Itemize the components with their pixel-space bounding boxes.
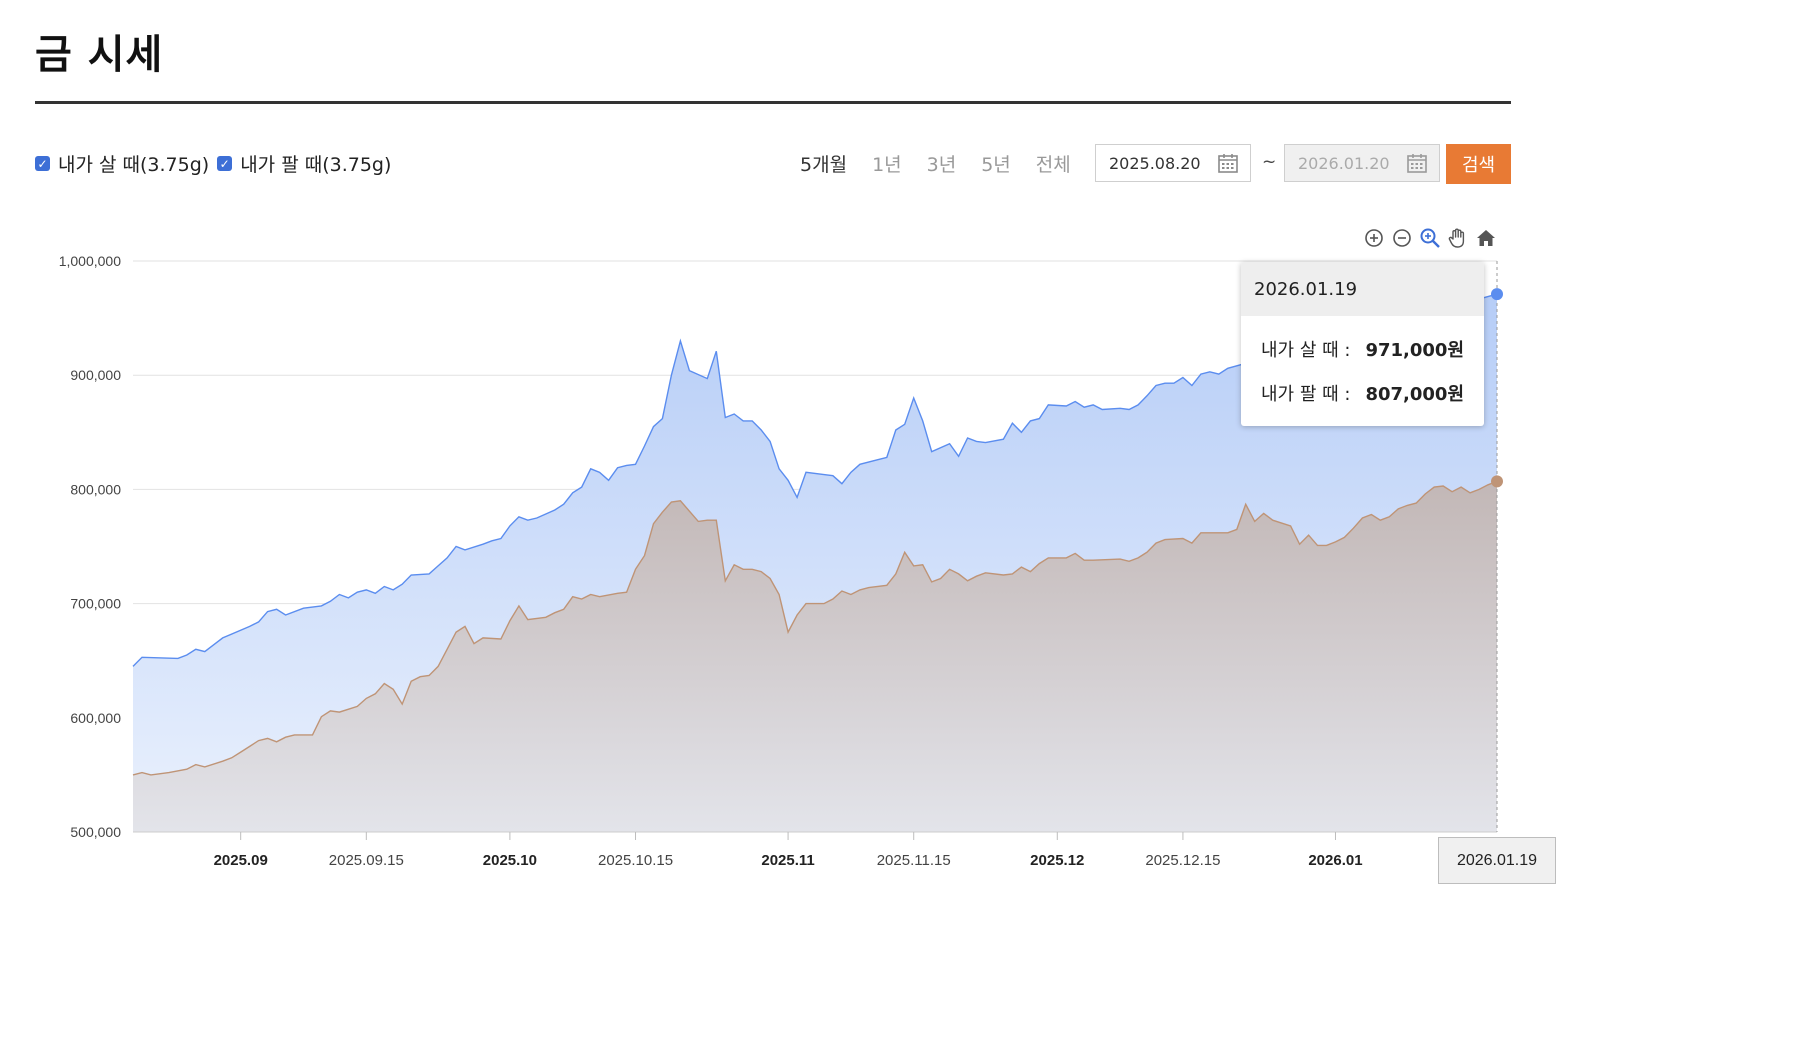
x-tick-label: 2025.11.15 <box>877 852 951 869</box>
price-chart: 500,000 600,000 700,000 800,000 900,000 1,000… <box>59 253 1503 869</box>
y-axis-ticks: 500,000 600,000 700,000 800,000 900,000 1,000… <box>59 253 122 840</box>
tooltip-date: 2026.01.19 <box>1241 262 1484 316</box>
series-end-marker-sell <box>1491 475 1503 488</box>
x-axis: 2025.09 2025.09.15 2025.10 2025.10.15 2025.1… <box>133 831 1497 869</box>
legend-buy-toggle[interactable]: ✓ 내가 살 때(3.75g) <box>35 150 209 177</box>
tooltip-buy-label: 내가 살 때 : <box>1261 340 1351 361</box>
start-date-value: 2025.08.20 <box>1109 153 1201 173</box>
x-tick-label: 2026.01 <box>1308 852 1362 869</box>
x-tick-label: 2025.10.15 <box>598 852 673 869</box>
tab-all[interactable]: 전체 <box>1035 154 1071 176</box>
home-icon[interactable] <box>1472 225 1500 251</box>
y-tick-label: 900,000 <box>70 367 121 383</box>
x-tick-label: 2025.09 <box>214 852 268 869</box>
title-divider <box>35 101 1511 104</box>
tooltip-row-buy: 내가 살 때 : 971,000원 <box>1241 336 1484 362</box>
x-tick-label: 2025.12.15 <box>1145 852 1220 869</box>
tab-5-years[interactable]: 5년 <box>981 154 1011 176</box>
checkbox-checked-icon[interactable]: ✓ <box>35 156 50 171</box>
series-area-sell <box>133 481 1497 832</box>
end-date-value: 2026.01.20 <box>1298 153 1390 173</box>
end-date-field[interactable]: 2026.01.20 <box>1284 144 1440 182</box>
legend-buy-label: 내가 살 때(3.75g) <box>58 154 210 176</box>
series-areas <box>132 293 1498 833</box>
start-date-field[interactable]: 2025.08.20 <box>1095 144 1251 182</box>
legend-sell-label: 내가 팔 때(3.75g) <box>240 154 392 176</box>
period-tabs: 5개월 1년 3년 5년 전체 <box>800 150 1096 177</box>
tab-3-years[interactable]: 3년 <box>926 154 957 176</box>
tooltip-buy-value: 971,000원 <box>1365 340 1464 361</box>
tooltip-sell-label: 내가 팔 때 : <box>1261 384 1351 405</box>
chart-tooltip: 2026.01.19 내가 살 때 : 971,000원 내가 팔 때 : 80… <box>1241 262 1484 426</box>
zoom-out-icon[interactable] <box>1388 225 1416 251</box>
tab-1-year[interactable]: 1년 <box>872 154 902 176</box>
y-tick-label: 700,000 <box>70 596 121 612</box>
pan-hand-icon[interactable] <box>1444 225 1472 251</box>
x-tick-label: 2025.09.15 <box>329 852 404 869</box>
crosshair-date-label: 2026.01.19 <box>1438 837 1556 884</box>
legend-sell-toggle[interactable]: ✓ 내가 팔 때(3.75g) <box>217 150 391 177</box>
checkbox-checked-icon[interactable]: ✓ <box>217 156 233 171</box>
tab-5-months[interactable]: 5개월 <box>800 154 848 176</box>
y-tick-label: 800,000 <box>70 481 121 497</box>
search-button[interactable]: 검색 <box>1446 144 1511 184</box>
x-tick-label: 2025.12 <box>1030 852 1084 869</box>
zoom-in-icon[interactable] <box>1360 225 1388 251</box>
calendar-icon[interactable] <box>1218 153 1238 173</box>
series-end-marker-buy <box>1491 288 1503 301</box>
tooltip-row-sell: 내가 팔 때 : 807,000원 <box>1241 380 1484 406</box>
x-tick-label: 2025.11 <box>761 852 814 869</box>
chart-toolbar <box>1360 225 1500 251</box>
series-legend: ✓ 내가 살 때(3.75g) ✓ 내가 팔 때(3.75g) <box>35 150 399 177</box>
page-title: 금 시세 <box>35 32 164 78</box>
y-tick-label: 600,000 <box>70 710 121 726</box>
y-tick-label: 1,000,000 <box>59 253 121 269</box>
series-markers <box>1491 261 1503 832</box>
magnify-icon[interactable] <box>1416 225 1444 251</box>
x-tick-label: 2025.10 <box>483 852 537 869</box>
series-line-sell <box>132 480 1498 776</box>
date-separator: ~ <box>1262 152 1277 172</box>
calendar-icon[interactable] <box>1407 153 1427 173</box>
y-tick-label: 500,000 <box>70 824 121 840</box>
series-line-buy <box>132 293 1498 667</box>
tooltip-sell-value: 807,000원 <box>1365 384 1464 405</box>
